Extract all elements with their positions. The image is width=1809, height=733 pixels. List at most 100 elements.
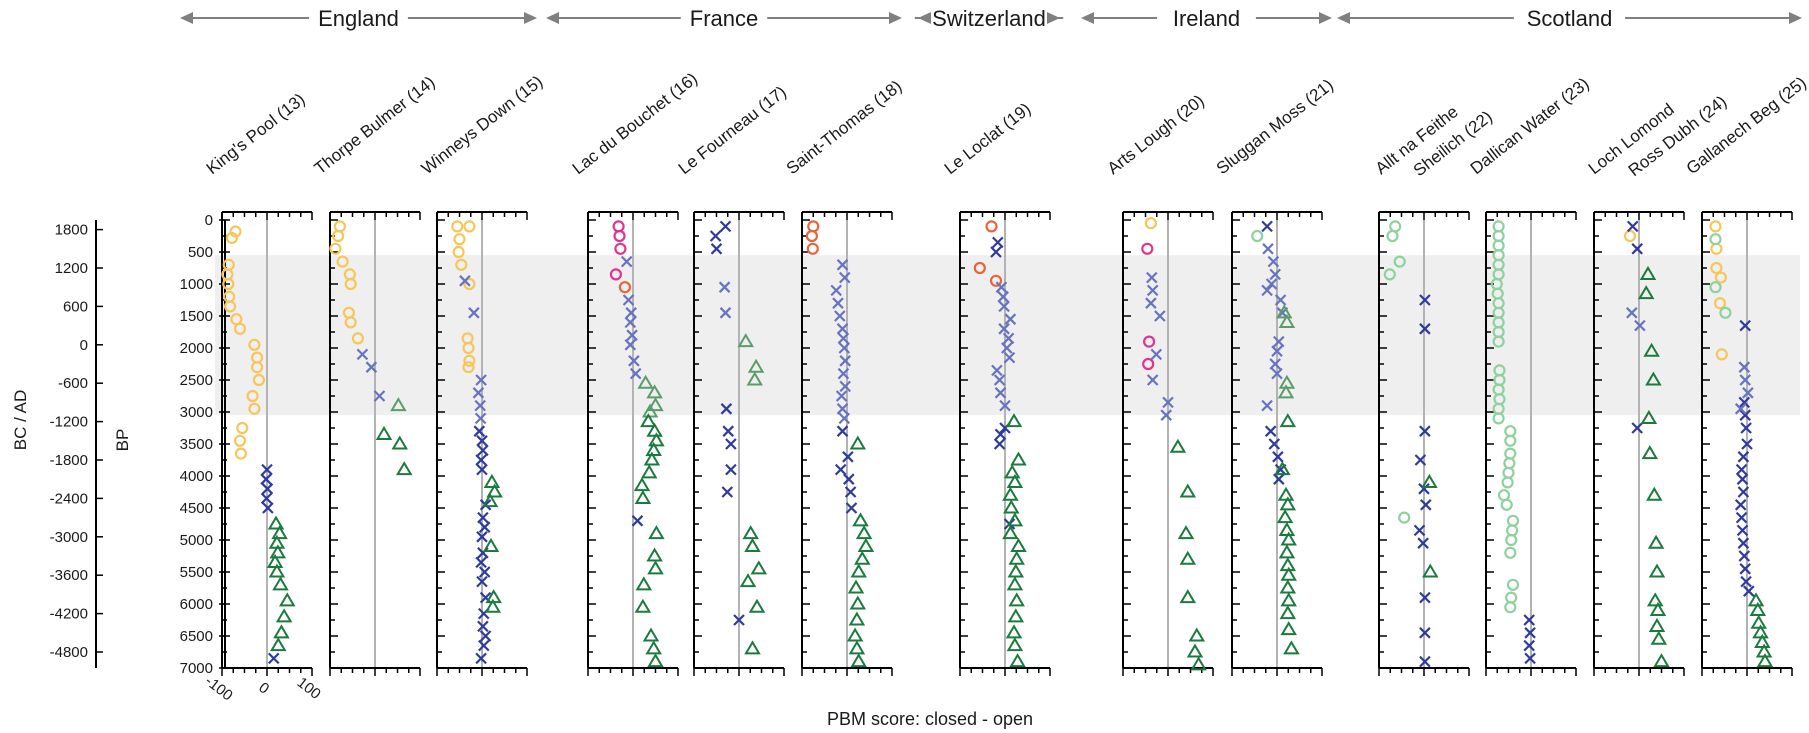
data-point-triangle xyxy=(640,413,657,428)
data-point-triangle xyxy=(1278,313,1296,328)
data-point-cross xyxy=(733,614,745,626)
shaded-interval xyxy=(215,255,1800,416)
bp-tick-label: 7000 xyxy=(180,660,213,677)
data-point-triangle xyxy=(848,640,866,655)
data-point-triangle xyxy=(1278,544,1296,559)
data-point-triangle xyxy=(275,608,293,623)
data-point-triangle xyxy=(647,653,664,668)
data-point-triangle xyxy=(852,512,869,527)
data-point-cross xyxy=(836,403,849,415)
data-point-cross xyxy=(722,425,734,437)
data-point-triangle xyxy=(1653,653,1670,668)
data-point-cross xyxy=(845,502,858,514)
bcad-tick-label: -1200 xyxy=(50,414,88,431)
data-point-circle xyxy=(234,447,247,460)
data-point-circle xyxy=(1386,229,1399,243)
data-point-cross xyxy=(1743,585,1755,597)
arrow-left-icon xyxy=(918,12,931,24)
data-point-cross xyxy=(478,521,491,533)
data-point-circle xyxy=(462,361,475,374)
data-point-cross xyxy=(1271,367,1283,380)
data-point-circle xyxy=(1505,524,1519,537)
data-point-cross xyxy=(1002,332,1015,345)
data-point-triangle xyxy=(646,547,663,562)
data-point-cross xyxy=(1741,438,1753,450)
site-label: Le Loclat (19) xyxy=(941,99,1035,178)
data-point-cross xyxy=(719,220,732,233)
data-point-triangle xyxy=(482,537,500,552)
data-point-circle xyxy=(613,229,626,243)
data-point-triangle xyxy=(1280,621,1297,636)
data-point-circle xyxy=(333,220,346,233)
bp-tick-label: 4000 xyxy=(180,468,213,485)
data-point-triangle xyxy=(1275,304,1293,319)
data-point-cross xyxy=(836,323,849,335)
data-point-circle xyxy=(612,220,625,233)
bp-tick-label: 0 xyxy=(205,212,213,229)
data-point-triangle xyxy=(1177,525,1195,540)
bcad-tick-label: 1200 xyxy=(55,260,88,277)
data-point-triangle xyxy=(854,550,871,565)
data-point-cross xyxy=(1272,451,1284,463)
data-point-cross xyxy=(1738,361,1751,373)
data-point-cross xyxy=(475,652,487,665)
data-point-circle xyxy=(1492,220,1505,233)
data-point-cross xyxy=(477,444,489,457)
data-point-triangle xyxy=(396,461,413,476)
data-point-triangle xyxy=(1006,576,1024,591)
data-point-circle xyxy=(1503,457,1516,470)
data-point-circle xyxy=(246,389,259,403)
data-point-cross xyxy=(1273,473,1285,485)
data-point-triangle xyxy=(635,576,653,591)
data-point-triangle xyxy=(268,563,286,578)
data-point-cross xyxy=(836,259,849,271)
data-point-circle xyxy=(225,231,238,245)
data-point-cross xyxy=(267,652,280,665)
arrow-right-icon xyxy=(1319,12,1332,24)
data-point-circle xyxy=(222,277,235,291)
data-point-triangle xyxy=(1647,534,1665,549)
data-point-circle xyxy=(1141,242,1154,255)
data-point-cross xyxy=(1739,374,1751,386)
data-point-cross xyxy=(998,323,1010,335)
data-point-cross xyxy=(990,246,1002,258)
data-point-cross xyxy=(479,499,492,511)
data-point-triangle xyxy=(1190,656,1207,671)
data-point-triangle xyxy=(1640,409,1658,424)
bp-tick-label: 5500 xyxy=(180,564,213,581)
data-point-triangle xyxy=(1646,486,1663,501)
data-point-triangle xyxy=(850,563,867,578)
data-point-circle xyxy=(1710,261,1723,275)
data-point-cross xyxy=(834,310,846,322)
x-axis-title: PBM score: closed - open xyxy=(827,709,1033,729)
data-point-cross xyxy=(475,556,487,569)
data-point-circle xyxy=(1715,348,1728,361)
data-point-cross xyxy=(1626,220,1639,233)
data-point-cross xyxy=(1003,351,1016,364)
data-point-cross xyxy=(1146,284,1159,297)
data-point-triangle xyxy=(1646,592,1664,607)
data-point-cross xyxy=(1268,438,1281,450)
arrow-left-icon xyxy=(1337,12,1350,24)
data-point-cross xyxy=(835,390,848,402)
data-point-cross xyxy=(842,451,854,463)
data-point-cross xyxy=(1739,319,1751,332)
data-point-cross xyxy=(1261,284,1273,297)
data-point-triangle xyxy=(1421,473,1438,488)
data-point-cross xyxy=(1414,454,1427,466)
data-point-cross xyxy=(1742,387,1754,399)
bp-tick-label: 5000 xyxy=(180,532,213,549)
data-point-cross xyxy=(1524,652,1536,665)
data-point-cross xyxy=(1274,294,1287,306)
data-point-cross xyxy=(1735,463,1748,476)
data-point-circle xyxy=(248,402,261,415)
data-point-cross xyxy=(1738,396,1751,409)
data-point-circle xyxy=(463,354,476,367)
data-point-cross xyxy=(478,566,491,578)
data-point-cross xyxy=(1419,294,1431,306)
data-point-cross xyxy=(1740,422,1752,434)
data-point-cross xyxy=(1162,396,1174,409)
data-point-circle xyxy=(1492,335,1505,348)
data-point-circle xyxy=(1506,514,1520,527)
arrow-right-icon xyxy=(889,12,902,24)
